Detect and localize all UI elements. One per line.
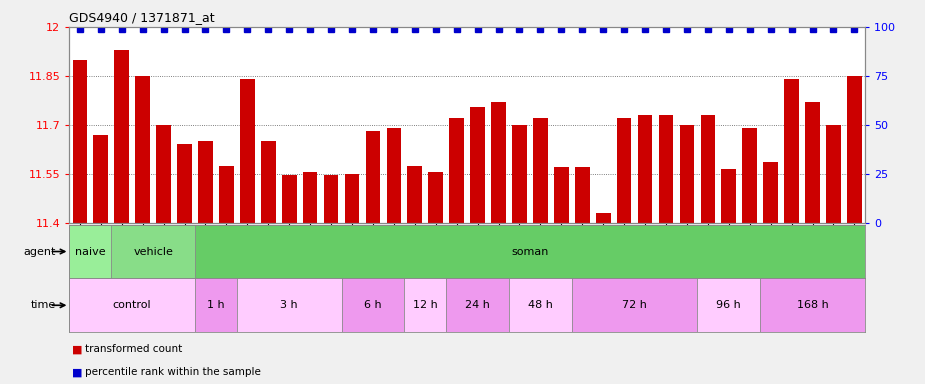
Bar (115, 50, 129, 223)
Text: 72 h: 72 h (623, 300, 647, 310)
Bar (365, 131, 380, 223)
Bar (805, 102, 820, 223)
Text: 1 h: 1 h (207, 300, 225, 310)
Text: 24 h: 24 h (465, 300, 490, 310)
Bar (111, 225, 195, 278)
Text: 48 h: 48 h (528, 300, 553, 310)
Bar (596, 213, 611, 223)
Bar (533, 118, 548, 223)
Bar (617, 118, 632, 223)
Text: 12 h: 12 h (413, 300, 438, 310)
Text: vehicle: vehicle (133, 247, 173, 257)
Bar (156, 125, 171, 223)
Text: soman: soman (512, 247, 549, 257)
Bar (722, 169, 736, 223)
Bar (93, 134, 108, 223)
Bar (178, 144, 191, 223)
Bar (659, 115, 673, 223)
Text: GDS4940 / 1371871_at: GDS4940 / 1371871_at (69, 11, 215, 24)
Text: 168 h: 168 h (796, 300, 829, 310)
Bar (680, 125, 695, 223)
Bar (572, 278, 697, 332)
Bar (470, 107, 485, 223)
Text: 3 h: 3 h (280, 300, 298, 310)
Bar (69, 278, 195, 332)
Bar (826, 125, 841, 223)
Text: agent: agent (23, 247, 56, 257)
Bar (324, 175, 339, 223)
Text: transformed count: transformed count (85, 344, 182, 354)
Bar (341, 278, 404, 332)
Bar (491, 102, 506, 223)
Bar (282, 175, 297, 223)
Bar (554, 167, 569, 223)
Bar (450, 118, 464, 223)
Bar (302, 172, 317, 223)
Text: 96 h: 96 h (717, 300, 741, 310)
Text: naive: naive (75, 247, 105, 257)
Bar (637, 115, 652, 223)
Bar (387, 128, 401, 223)
Text: percentile rank within the sample: percentile rank within the sample (85, 367, 261, 377)
Bar (697, 278, 760, 332)
Bar (72, 60, 87, 223)
Bar (784, 79, 799, 223)
Bar (135, 76, 150, 223)
Bar (261, 141, 276, 223)
Bar (195, 278, 237, 332)
Bar (847, 76, 862, 223)
Bar (240, 79, 254, 223)
Bar (407, 166, 422, 223)
Bar (509, 278, 572, 332)
Bar (219, 166, 234, 223)
Text: time: time (31, 300, 56, 310)
Text: ■: ■ (72, 344, 82, 354)
Bar (198, 141, 213, 223)
Text: control: control (113, 300, 152, 310)
Bar (512, 125, 526, 223)
Bar (428, 172, 443, 223)
Bar (195, 225, 865, 278)
Bar (700, 115, 715, 223)
Bar (743, 128, 757, 223)
Bar (446, 278, 509, 332)
Bar (404, 278, 446, 332)
Text: ■: ■ (72, 367, 82, 377)
Bar (69, 225, 111, 278)
Bar (763, 162, 778, 223)
Text: 6 h: 6 h (364, 300, 382, 310)
Bar (237, 278, 341, 332)
Bar (760, 278, 865, 332)
Bar (575, 167, 589, 223)
Bar (345, 174, 359, 223)
